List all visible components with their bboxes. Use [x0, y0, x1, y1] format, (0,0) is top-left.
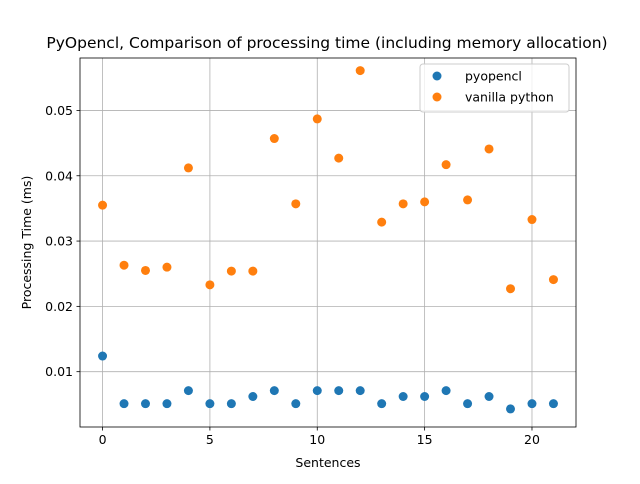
pyopencl-point: [527, 399, 537, 409]
pyopencl-point: [506, 404, 516, 414]
data-points: [98, 66, 558, 414]
pyopencl-point: [226, 399, 236, 409]
pyopencl-point: [248, 392, 258, 402]
y-tick-label: 0.01: [45, 364, 73, 379]
pyopencl-point: [183, 386, 193, 396]
plot-frame: [79, 57, 577, 428]
vanilla-python-point: [119, 260, 129, 270]
pyopencl-point: [463, 399, 473, 409]
pyopencl-point: [377, 399, 387, 409]
vanilla-python-point: [441, 160, 451, 170]
pyopencl-point: [334, 386, 344, 396]
pyopencl-point: [398, 392, 408, 402]
chart-title: PyOpencl, Comparison of processing time …: [46, 34, 607, 52]
vanilla-python-point: [269, 134, 279, 144]
pyopencl-point: [420, 392, 430, 402]
legend-label: pyopencl: [465, 69, 522, 84]
vanilla-python-point: [248, 266, 258, 276]
vanilla-python-point: [183, 163, 193, 173]
vanilla-python-point: [226, 266, 236, 276]
pyopencl-point: [119, 399, 129, 409]
vanilla-python-point: [420, 197, 430, 207]
vanilla-python-point: [205, 280, 215, 290]
vanilla-python-point: [312, 114, 322, 124]
y-tick-label: 0.02: [45, 299, 73, 314]
legend-marker: [432, 92, 442, 102]
vanilla-python-point: [162, 262, 172, 272]
vanilla-python-point: [377, 217, 387, 227]
legend-label: vanilla python: [465, 90, 554, 105]
vanilla-python-point: [355, 66, 365, 76]
pyopencl-point: [291, 399, 301, 409]
vanilla-python-point: [140, 265, 150, 275]
vanilla-python-point: [484, 144, 494, 154]
pyopencl-point: [355, 386, 365, 396]
pyopencl-point: [548, 399, 558, 409]
vanilla-python-point: [98, 200, 108, 210]
vanilla-python-point: [463, 195, 473, 205]
vanilla-python-point: [334, 153, 344, 163]
x-tick-label: 10: [309, 432, 325, 447]
x-tick-label: 0: [99, 432, 107, 447]
legend-box: [419, 63, 570, 113]
pyopencl-point: [312, 386, 322, 396]
vanilla-python-point: [548, 275, 558, 285]
y-tick-label: 0.05: [45, 103, 73, 118]
vanilla-python-point: [527, 215, 537, 225]
vanilla-python-point: [398, 199, 408, 209]
axis-ticks: 0 5 10 15 20 0.01 0.02 0.03 0.04 0.05: [45, 103, 540, 447]
y-axis-label: Processing Time (ms): [19, 176, 34, 310]
x-axis-label: Sentences: [295, 455, 360, 470]
pyopencl-point: [484, 392, 494, 402]
pyopencl-point: [98, 351, 108, 361]
pyopencl-point: [162, 399, 172, 409]
pyopencl-point: [441, 386, 451, 396]
pyopencl-point: [205, 399, 215, 409]
y-tick-label: 0.03: [45, 234, 73, 249]
x-tick-label: 5: [206, 432, 214, 447]
pyopencl-point: [269, 386, 279, 396]
vanilla-python-point: [291, 199, 301, 209]
y-tick-label: 0.04: [45, 168, 73, 183]
x-tick-label: 15: [417, 432, 433, 447]
legend-marker: [432, 71, 442, 81]
pyopencl-point: [140, 399, 150, 409]
x-tick-label: 20: [524, 432, 540, 447]
legend: pyopencl vanilla python: [419, 63, 570, 113]
vanilla-python-point: [506, 284, 516, 294]
